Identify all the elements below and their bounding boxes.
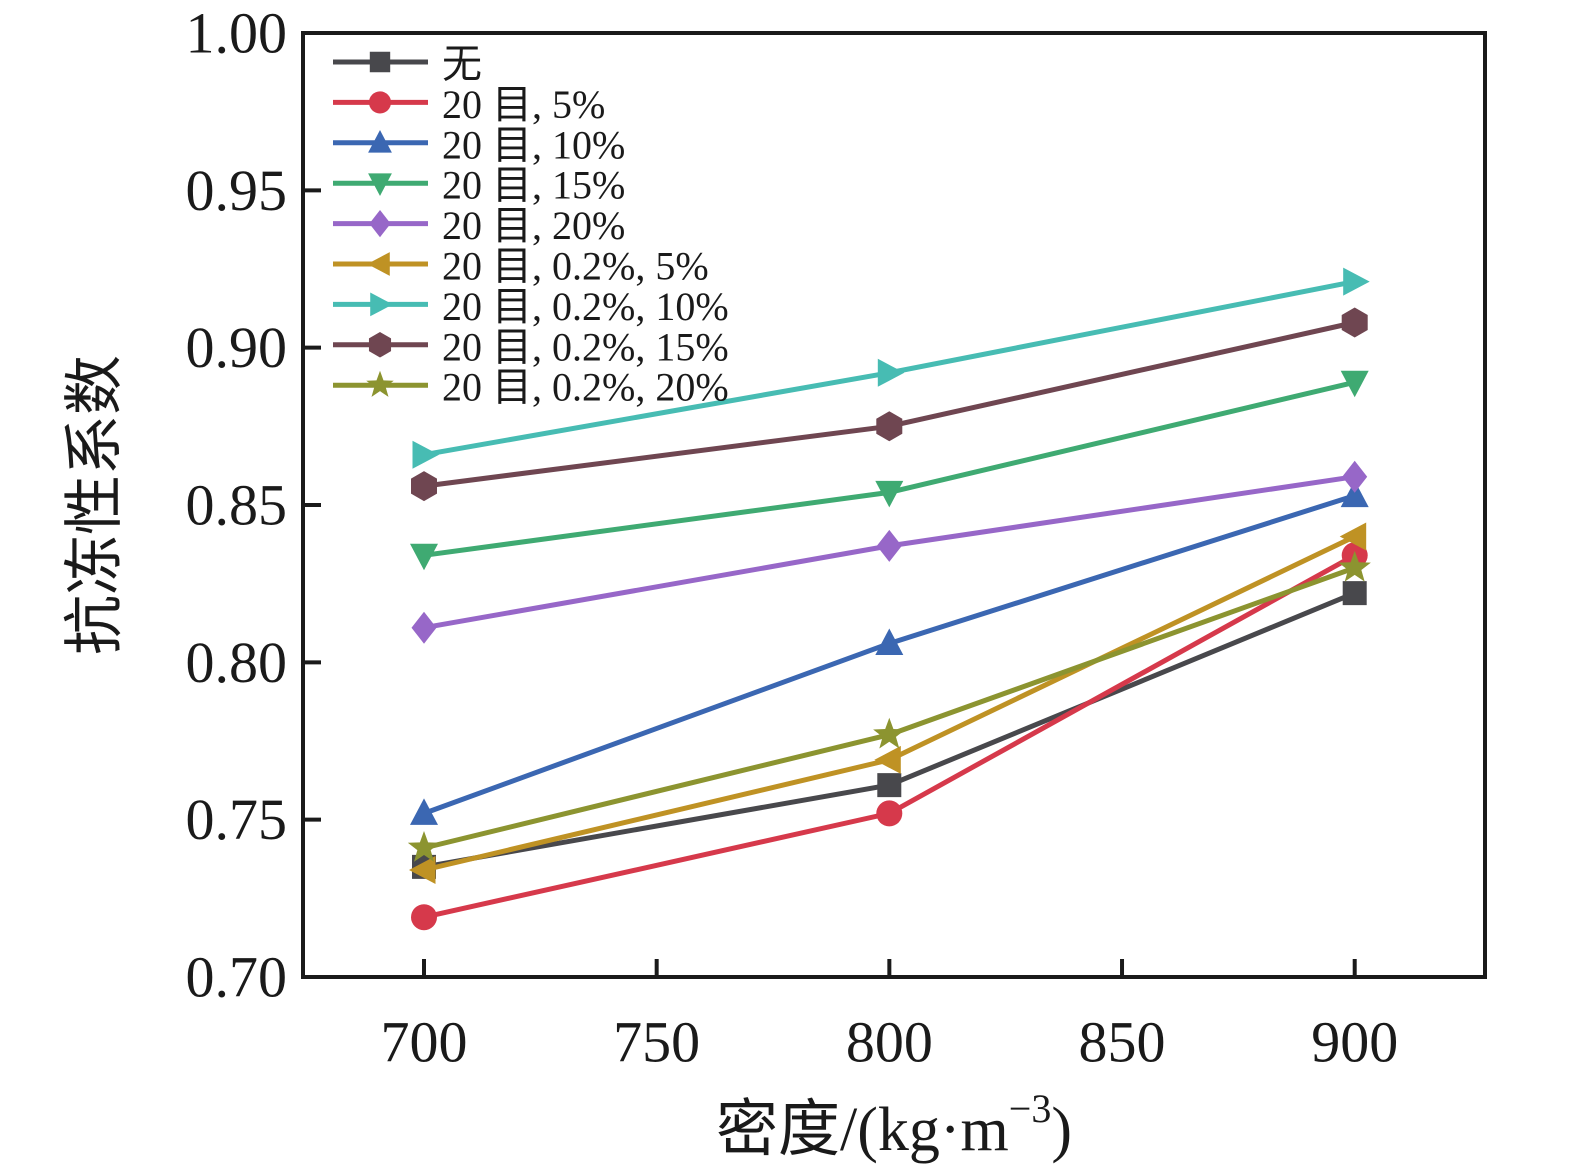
data-point-marker [411,471,437,502]
y-tick-label: 0.95 [186,158,288,223]
y-tick-label: 0.70 [186,945,288,1010]
legend-item-label: 20 目, 15% [442,163,625,208]
legend-marker-hexagon [368,332,392,358]
series-triangle-left [409,522,1367,884]
legend-item: 20 目, 5% [333,82,605,127]
series-triangle-up [410,480,1369,825]
data-point-marker [1342,460,1368,493]
legend-marker-triangle-left [367,252,390,276]
y-tick-label: 0.85 [186,473,288,538]
x-axis-label-superscript: −3 [1009,1086,1052,1131]
legend-item: 20 目, 0.2%, 15% [333,324,729,369]
legend-marker-star [366,370,394,397]
legend-item-label: 20 目, 20% [442,203,625,248]
legend-item: 无 [333,42,482,87]
data-point-marker [1339,522,1367,551]
x-axis-label-end: ) [1051,1096,1072,1164]
y-axis-label: 抗冻性系数 [62,355,128,655]
data-point-marker [873,717,906,749]
legend-item-label: 20 目, 0.2%, 5% [442,244,709,289]
legend-item-label: 20 目, 5% [442,82,605,127]
data-point-marker [874,745,901,774]
legend-item-label: 20 目, 0.2%, 20% [442,365,729,410]
data-point-marker [412,440,439,469]
legend-item: 20 目, 15% [333,163,625,208]
legend-item: 20 目, 10% [333,122,625,167]
data-point-marker [409,856,436,884]
data-point-marker [876,411,903,442]
y-tick-label: 0.90 [186,315,288,380]
data-point-marker [1341,307,1368,338]
legend-marker-triangle-right [370,292,393,317]
series-hexagon [411,307,1368,502]
legend-item: 20 目, 0.2%, 5% [333,244,709,289]
legend-item-label: 20 目, 10% [442,122,625,167]
data-point-marker [1338,550,1371,582]
x-tick-label: 800 [846,1010,933,1075]
legend-marker-triangle-up [368,130,392,153]
x-tick-label: 850 [1079,1010,1166,1075]
legend-item-label: 20 目, 0.2%, 10% [442,284,729,329]
legend-marker-circle [368,91,392,114]
series-triangle-down [410,370,1369,571]
data-point-marker [875,628,904,655]
data-point-marker [411,904,437,931]
data-point-marker [410,798,438,825]
x-axis-label: 密度/(kg·m−3) [716,1086,1072,1165]
data-point-marker [877,358,905,387]
data-point-marker [411,611,437,644]
legend-item: 20 目, 0.2%, 10% [333,284,729,329]
legend-item: 20 目, 20% [333,203,625,248]
x-axis-label-main: 密度/(kg·m [716,1096,1009,1164]
legend-item-label: 无 [442,42,482,87]
x-tick-label: 900 [1311,1010,1398,1075]
data-point-marker [876,529,902,562]
data-point-marker [1342,581,1367,606]
data-point-marker [875,480,904,508]
legend-marker-diamond [369,210,391,238]
data-point-marker [877,773,902,798]
legend: 无20 目, 5%20 目, 10%20 目, 15%20 目, 20%20 目… [333,42,729,410]
axis-ticks: 700 750 800 850 900 0.70 0.75 0.80 0.85 0.90 0.95 1… [186,1,1399,1075]
series-diamond [411,460,1368,644]
data-point-marker [1340,370,1369,398]
x-tick-label: 750 [613,1010,700,1075]
legend-marker-square [369,51,391,73]
legend-item: 20 目, 0.2%, 20% [333,365,729,410]
data-point-marker [410,543,438,571]
y-tick-label: 0.80 [186,630,288,695]
legend-item-label: 20 目, 0.2%, 15% [442,324,729,369]
y-tick-label: 1.00 [186,1,288,66]
data-point-marker [1343,267,1370,296]
y-tick-label: 0.75 [186,787,288,852]
series-triangle-right [412,267,1370,469]
data-point-marker [407,831,441,862]
series-group [407,267,1371,931]
x-tick-label: 700 [380,1010,467,1075]
series-star [407,550,1371,862]
data-point-marker [876,800,903,827]
data-point-marker [1340,480,1369,508]
legend-marker-triangle-down [368,173,392,196]
